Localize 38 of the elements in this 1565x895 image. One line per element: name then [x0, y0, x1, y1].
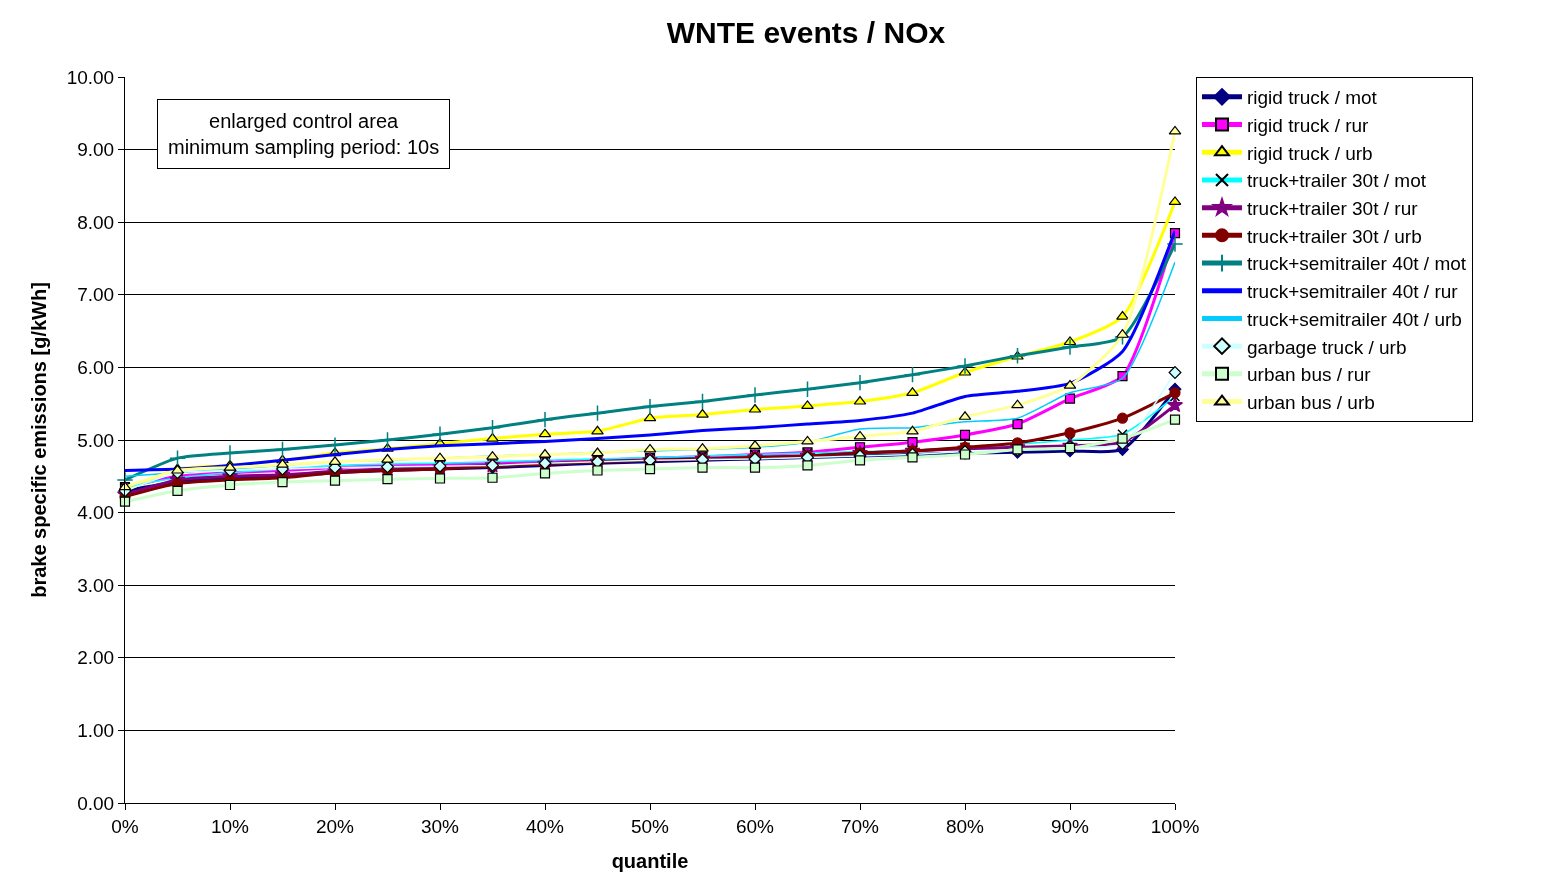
y-tick-label: 2.00: [77, 647, 115, 669]
x-tick-label: 30%: [420, 815, 460, 837]
legend-label: truck+trailer 30t / rur: [1247, 198, 1419, 220]
y-tick-label: 7.00: [77, 284, 115, 306]
y-tick-label: 8.00: [77, 211, 115, 233]
y-tick-label: 1.00: [77, 720, 115, 742]
legend-label: rigid truck / rur: [1247, 114, 1370, 136]
x-tick-label: 100%: [1150, 815, 1200, 837]
y-tick-label: 10.00: [66, 66, 115, 88]
x-tick-label: 70%: [840, 815, 880, 837]
legend-label: truck+trailer 30t / mot: [1247, 170, 1427, 192]
y-tick-label: 9.00: [77, 139, 115, 161]
legend-label: truck+semitrailer 40t / urb: [1247, 308, 1462, 330]
legend-label: urban bus / urb: [1247, 391, 1375, 413]
x-tick-label: 80%: [945, 815, 985, 837]
x-tick-label: 20%: [315, 815, 355, 837]
x-tick-label: 10%: [210, 815, 250, 837]
y-tick-label: 4.00: [77, 502, 115, 524]
legend-label: garbage truck / urb: [1247, 336, 1407, 358]
legend-label: rigid truck / urb: [1247, 142, 1373, 164]
y-tick-label: 3.00: [77, 574, 115, 596]
annotation: enlarged control area minimum sampling period: 10s: [168, 110, 440, 158]
legend-label: truck+trailer 30t / urb: [1247, 225, 1422, 247]
x-tick-label: 90%: [1050, 815, 1090, 837]
x-tick-label: 60%: [735, 815, 775, 837]
legend-label: rigid truck / mot: [1247, 87, 1378, 109]
y-tick-label: 6.00: [77, 357, 115, 379]
legend-label: truck+semitrailer 40t / rur: [1247, 281, 1459, 303]
legend-label: urban bus / rur: [1247, 364, 1372, 386]
y-axis-title: brake specific emissions [g/kWh]: [28, 282, 51, 598]
y-tick-label: 0.00: [77, 792, 115, 814]
y-tick-label: 5.00: [77, 429, 115, 451]
x-axis-title: quantile: [611, 850, 689, 873]
x-tick-label: 0%: [111, 815, 139, 837]
x-tick-label: 50%: [630, 815, 670, 837]
x-tick-label: 40%: [525, 815, 565, 837]
legend-label: truck+semitrailer 40t / mot: [1247, 253, 1467, 275]
chart-title: WNTE events / NOx: [666, 16, 946, 50]
